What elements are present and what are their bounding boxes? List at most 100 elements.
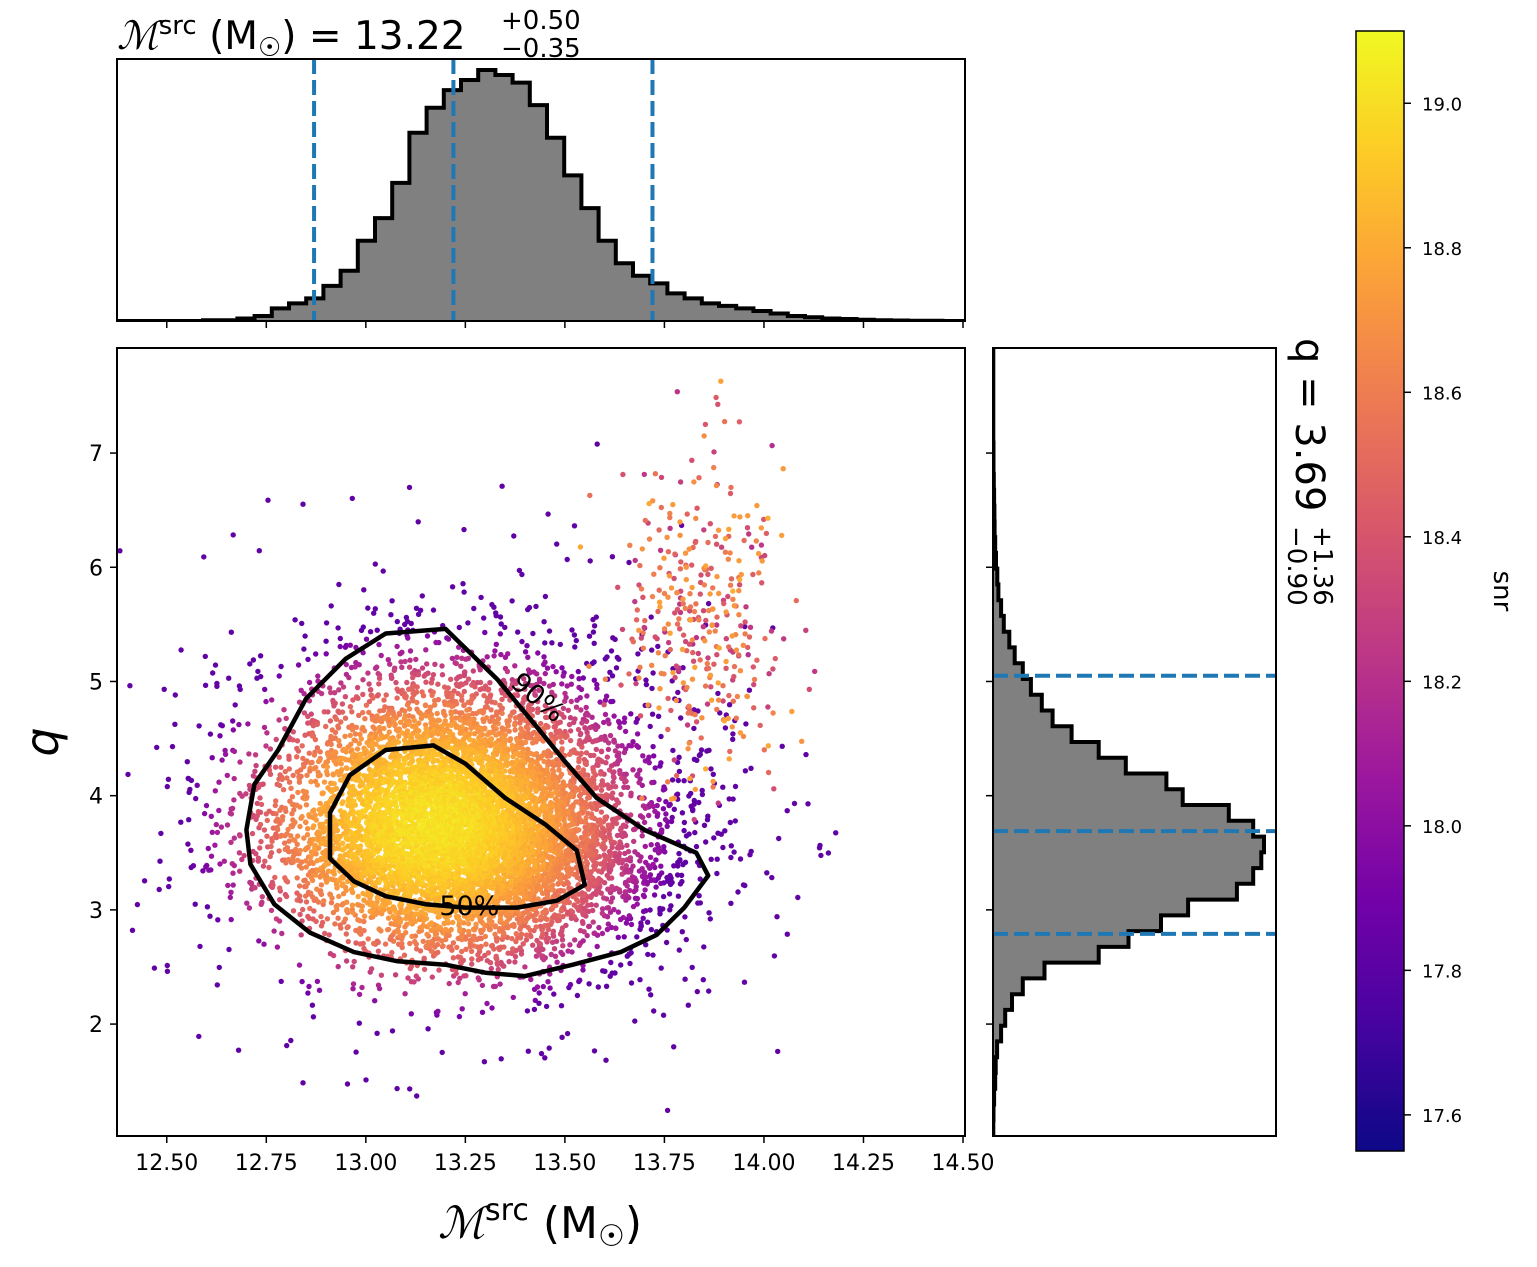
scatter-point	[585, 810, 591, 816]
scatter-point	[672, 674, 678, 681]
scatter-point	[771, 953, 778, 959]
scatter-point	[350, 981, 357, 987]
scatter-point	[714, 706, 720, 713]
scatter-point	[727, 748, 733, 755]
scatter-point	[637, 977, 643, 983]
scatter-point	[599, 910, 605, 916]
scatter-point	[833, 830, 839, 836]
scatter-point	[721, 418, 728, 425]
scatter-point	[622, 728, 629, 735]
scatter-point	[608, 763, 615, 769]
scatter-point	[714, 856, 720, 862]
scatter-point	[335, 915, 341, 921]
scatter-point	[401, 952, 408, 958]
scatter-point	[408, 979, 415, 985]
scatter-point	[397, 651, 403, 657]
scatter-point	[257, 809, 264, 815]
scatter-point	[689, 964, 695, 971]
scatter-point	[298, 865, 305, 871]
scatter-point	[651, 571, 657, 577]
scatter-point	[584, 729, 590, 735]
scatter-point	[188, 847, 194, 853]
scatter-point	[550, 718, 556, 724]
scatter-point	[462, 991, 468, 997]
scatter-point	[567, 981, 574, 988]
scatter-point	[641, 471, 647, 478]
scatter-point	[652, 471, 659, 477]
scatter-point	[643, 677, 649, 683]
scatter-point	[715, 830, 721, 836]
scatter-point	[356, 662, 362, 668]
scatter-point	[340, 684, 347, 690]
scatter-point	[429, 692, 435, 698]
scatter-point	[650, 743, 656, 750]
scatter-point	[736, 612, 742, 618]
scatter-point	[506, 958, 512, 965]
scatter-point	[728, 843, 734, 849]
scatter-point	[742, 768, 749, 774]
scatter-point	[207, 913, 213, 919]
scatter-point	[680, 632, 687, 638]
scatter-point	[213, 821, 219, 828]
scatter-point	[365, 605, 371, 611]
scatter-point	[632, 1018, 638, 1024]
scatter-point	[668, 585, 675, 591]
scatter-point	[299, 978, 305, 985]
scatter-point	[196, 1033, 202, 1040]
scatter-point	[655, 650, 662, 656]
scatter-point	[264, 833, 270, 839]
scatter-point	[571, 719, 577, 726]
scatter-point	[591, 640, 597, 646]
scatter-point	[493, 953, 499, 959]
scatter-point	[164, 962, 170, 969]
scatter-point	[680, 665, 686, 671]
scatter-point	[577, 544, 584, 550]
scatter-point	[318, 690, 325, 697]
scatter-point	[563, 848, 569, 854]
scatter-point	[609, 673, 616, 679]
scatter-point	[294, 754, 300, 760]
scatter-point	[339, 701, 346, 707]
scatter-point	[633, 680, 639, 687]
scatter-point	[227, 894, 233, 901]
scatter-point	[642, 617, 648, 624]
scatter-point	[314, 782, 321, 788]
scatter-point	[759, 558, 765, 564]
scatter-point	[633, 617, 640, 623]
scatter-point	[224, 822, 231, 828]
scatter-point	[192, 901, 198, 907]
top-title-plus: +0.50	[501, 6, 581, 36]
scatter-point	[608, 648, 615, 654]
scatter-point	[663, 799, 669, 805]
scatter-point	[586, 923, 592, 930]
scatter-point	[417, 607, 424, 613]
scatter-point	[619, 775, 625, 781]
scatter-point	[634, 607, 640, 613]
scatter-point	[151, 965, 158, 971]
scatter-point	[606, 867, 612, 873]
scatter-point	[561, 714, 567, 720]
scatter-point	[728, 900, 734, 906]
scatter-point	[281, 707, 287, 713]
scatter-point	[492, 923, 499, 929]
scatter-point	[640, 645, 646, 651]
scatter-point	[793, 597, 799, 604]
scatter-point	[590, 616, 596, 623]
scatter-point	[555, 881, 561, 887]
scatter-point	[710, 784, 716, 790]
scatter-point	[394, 618, 400, 625]
scatter-point	[334, 902, 340, 909]
scatter-point	[565, 909, 571, 915]
scatter-point	[816, 845, 823, 851]
scatter-point	[355, 695, 361, 701]
scatter-point	[687, 775, 693, 782]
scatter-point	[530, 630, 536, 637]
scatter-point	[459, 1006, 465, 1012]
scatter-point	[728, 854, 734, 861]
scatter-point	[734, 693, 741, 700]
scatter-point	[662, 653, 668, 659]
scatter-point	[360, 940, 366, 947]
scatter-point	[593, 785, 599, 791]
scatter-point	[432, 661, 438, 667]
scatter-point	[603, 1057, 609, 1063]
